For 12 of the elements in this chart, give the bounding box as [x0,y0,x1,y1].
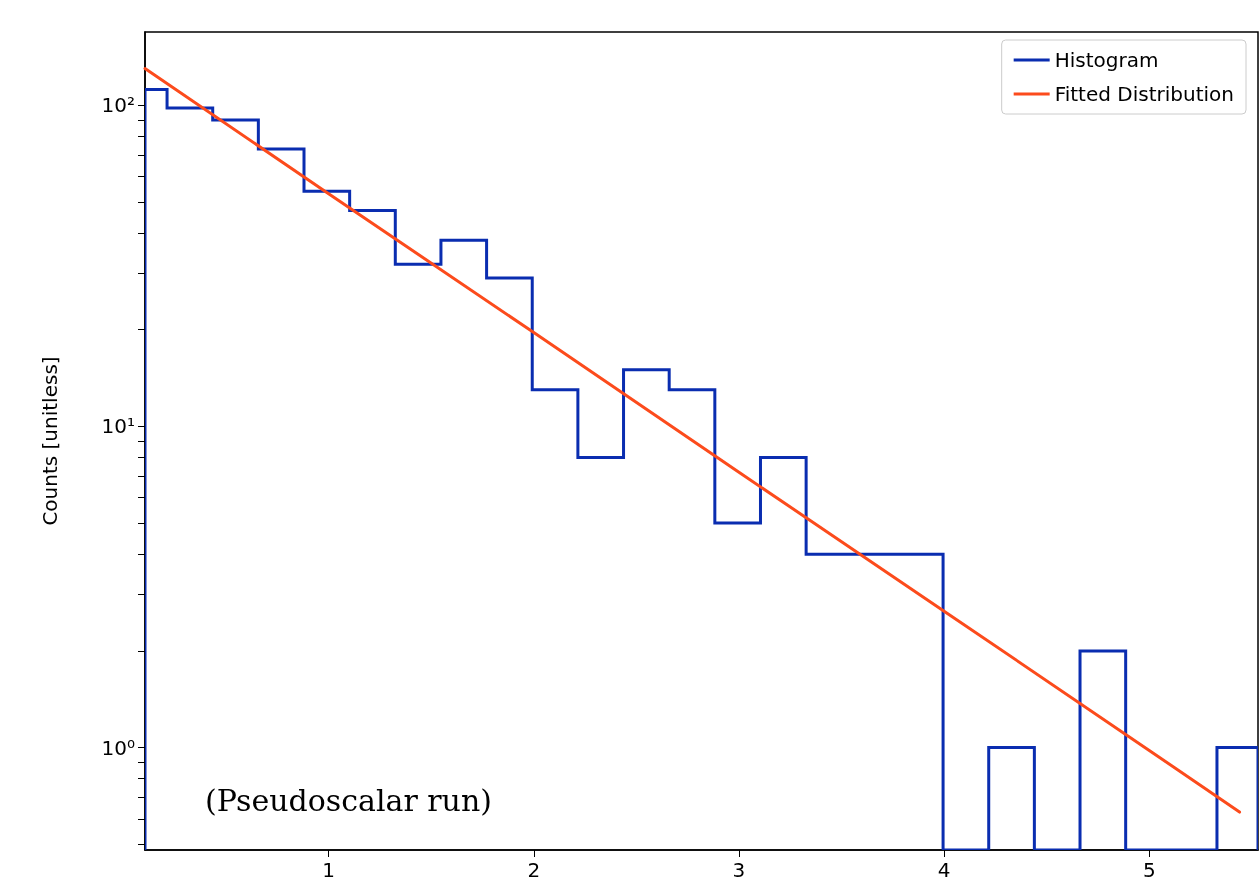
y-tick-label: 10⁰ [101,735,135,760]
x-tick-label: 2 [527,858,541,882]
x-tick-label: 4 [937,858,951,882]
annotation: (Pseudoscalar run) [205,782,492,818]
legend-label: Histogram [1054,48,1159,72]
y-axis-title: Counts [unitless] [38,356,62,526]
x-tick-label: 3 [732,858,746,882]
x-tick-label: 1 [322,858,335,882]
x-tick-label: 5 [1142,858,1156,882]
y-tick-label: 10¹ [101,414,135,439]
y-tick-label: 10² [101,93,135,118]
legend-label: Fitted Distribution [1054,82,1234,106]
